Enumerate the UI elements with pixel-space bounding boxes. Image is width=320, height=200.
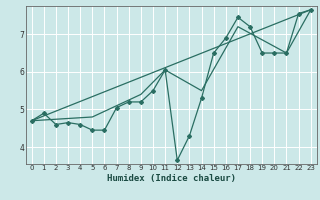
X-axis label: Humidex (Indice chaleur): Humidex (Indice chaleur) bbox=[107, 174, 236, 183]
